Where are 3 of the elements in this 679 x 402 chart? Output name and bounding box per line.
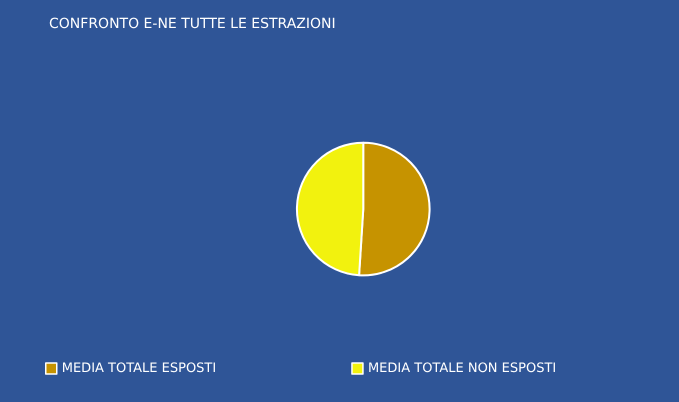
legend-label: MEDIA TOTALE ESPOSTI	[62, 361, 216, 376]
chart-title: CONFRONTO E-NE TUTTE LE ESTRAZIONI	[49, 16, 336, 32]
legend-label: MEDIA TOTALE NON ESPOSTI	[368, 361, 556, 376]
